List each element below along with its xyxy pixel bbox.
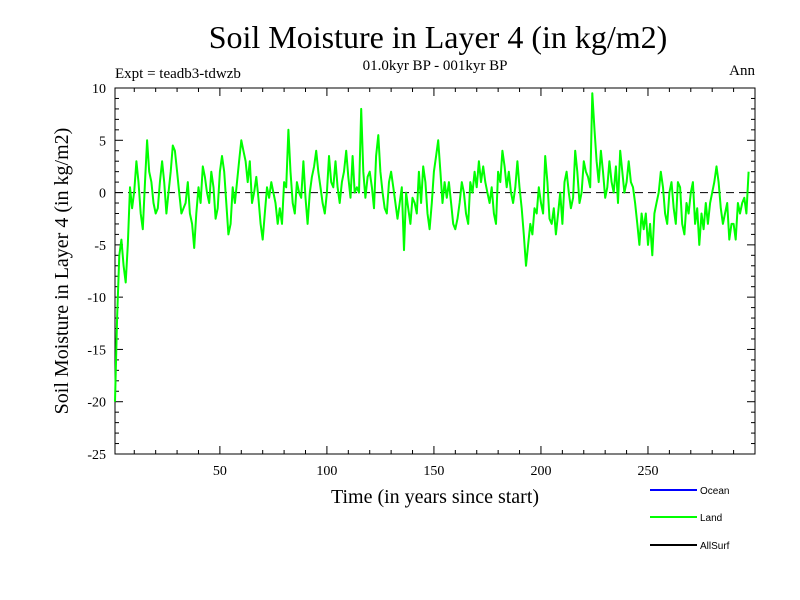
- experiment-label: Expt = teadb3-tdwzb: [115, 66, 241, 82]
- chart-title: Soil Moisture in Layer 4 (in kg/m2): [209, 19, 668, 55]
- y-tick-label: 5: [99, 134, 106, 149]
- plot-frame: [114, 87, 756, 455]
- legend-label-land: Land: [700, 513, 722, 524]
- x-axis: 50 100 150 200 250: [133, 88, 735, 479]
- x-tick-label: 50: [213, 464, 227, 479]
- y-tick-label: 10: [92, 82, 106, 97]
- y-tick-label: -25: [87, 448, 106, 463]
- legend-item-land: Land: [650, 513, 722, 524]
- legend-item-allsurf: AllSurf: [650, 541, 730, 552]
- y-tick-label: -20: [87, 396, 106, 411]
- y-tick-label: -10: [87, 291, 106, 306]
- y-axis: 10 5 0 -5 -10 -15 -20 -25: [87, 82, 755, 463]
- legend-item-ocean: Ocean: [650, 486, 729, 497]
- y-tick-label: 0: [99, 187, 106, 202]
- chart-subtitle: 01.0kyr BP - 001kyr BP: [363, 58, 508, 74]
- x-tick-label: 150: [423, 464, 444, 479]
- x-tick-label: 100: [316, 464, 337, 479]
- y-tick-label: -5: [94, 239, 106, 254]
- y-tick-label: -15: [87, 343, 106, 358]
- x-tick-label: 250: [637, 464, 658, 479]
- x-axis-label: Time (in years since start): [331, 486, 539, 508]
- legend-label-allsurf: AllSurf: [700, 541, 730, 552]
- period-label: Ann: [729, 63, 755, 79]
- legend-label-ocean: Ocean: [700, 486, 729, 497]
- land-series-line: [114, 92, 750, 402]
- legend: Ocean Land AllSurf: [650, 486, 730, 552]
- x-tick-label: 200: [530, 464, 551, 479]
- y-axis-label: Soil Moisture in Layer 4 (in kg/m2): [51, 128, 73, 415]
